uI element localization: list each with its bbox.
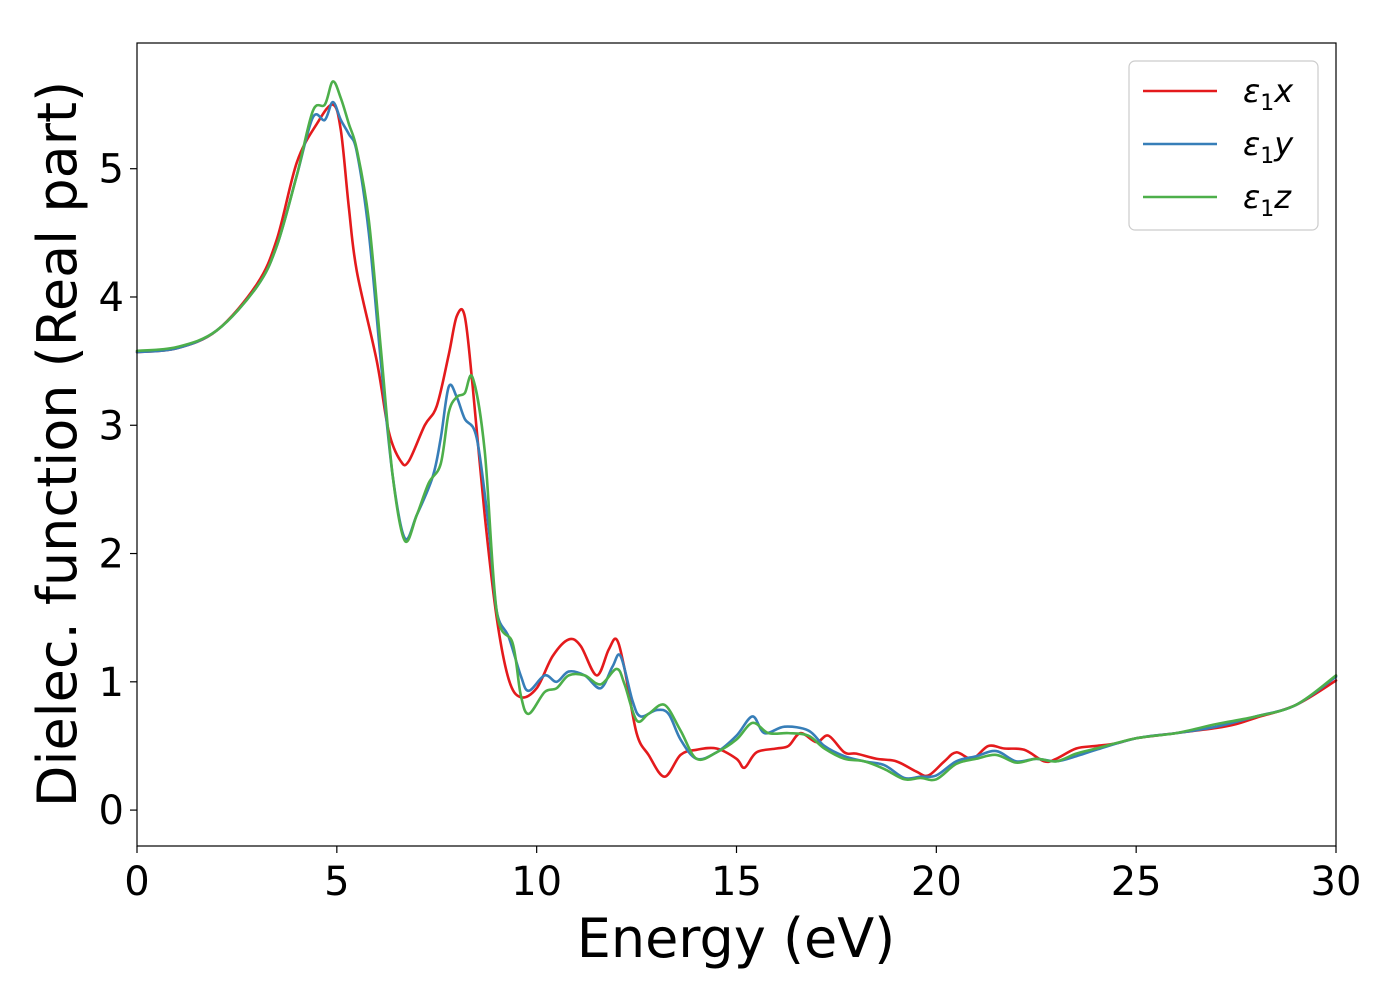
y-tick-label: 4 — [99, 275, 124, 321]
series-line-x — [135, 103, 1338, 779]
y-axis-title: Dielec. function (Real part) — [26, 81, 89, 807]
y-tick-label: 3 — [99, 403, 124, 449]
x-tick-label: 20 — [911, 859, 962, 905]
x-tick-label: 25 — [1111, 859, 1162, 905]
legend-subscript: 1 — [1260, 91, 1274, 116]
legend-epsilon: ε — [1243, 125, 1260, 163]
series-line-z — [135, 80, 1338, 782]
x-tick-label: 10 — [511, 859, 562, 905]
legend-epsilon: ε — [1243, 178, 1260, 216]
y-tick-label: 2 — [99, 532, 124, 578]
legend-subscript: 1 — [1260, 197, 1274, 222]
x-axis: 0 5 10 15 20 25 30 — [124, 846, 1361, 905]
legend-subscript: 1 — [1260, 144, 1274, 169]
x-tick-label: 0 — [124, 859, 149, 905]
y-tick-label: 0 — [99, 788, 124, 834]
legend-variable: y — [1273, 125, 1294, 163]
legend-variable: z — [1273, 178, 1292, 216]
legend-label-z: ε1z — [1243, 178, 1292, 222]
x-tick-label: 30 — [1311, 859, 1362, 905]
legend-box — [1128, 60, 1319, 231]
legend-label-y: ε1y — [1243, 125, 1294, 169]
legend-variable: x — [1273, 72, 1294, 110]
x-tick-label: 15 — [711, 859, 762, 905]
series-layer — [135, 80, 1338, 782]
x-axis-title: Energy (eV) — [577, 907, 896, 970]
y-tick-label: 5 — [99, 147, 124, 193]
y-axis: 0 1 2 3 4 5 — [99, 147, 137, 834]
y-tick-label: 1 — [99, 660, 124, 706]
x-tick-label: 5 — [324, 859, 349, 905]
legend-label-x: ε1x — [1243, 72, 1294, 116]
legend-epsilon: ε — [1243, 72, 1260, 110]
